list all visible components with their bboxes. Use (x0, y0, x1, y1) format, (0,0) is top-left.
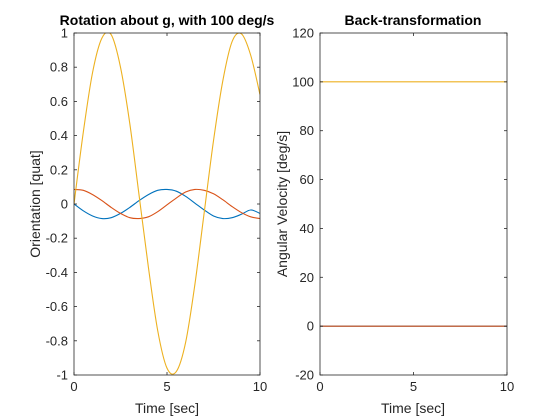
angular-velocity-x-axis-label: Time [sec] (381, 400, 445, 416)
orientation-x-tick-label: 0 (70, 379, 77, 394)
angular-velocity-x-tick-label: 5 (410, 379, 417, 394)
angular-velocity-y-tick-label: 60 (300, 172, 314, 187)
orientation-y-tick-label: 0.6 (50, 94, 68, 109)
orientation-series-line-2 (74, 188, 260, 220)
orientation-x-tick-label: 10 (253, 379, 267, 394)
orientation-y-tick-label: -1 (56, 368, 68, 383)
orientation-y-ticks: -1 -0.8 -0.6 -0.4 -0.2 0 0.2 0.4 0.6 0.8 1 (46, 26, 260, 383)
angular-velocity-y-tick-label: 80 (300, 123, 314, 138)
angular-velocity-y-tick-label: 100 (292, 74, 314, 89)
orientation-y-tick-label: 0.4 (50, 128, 68, 143)
angular-velocity-y-tick-label: 20 (300, 270, 314, 285)
angular-velocity-y-ticks: -20 0 20 40 60 80 100 120 (292, 26, 507, 383)
orientation-y-tick-label: -0.2 (46, 231, 68, 246)
orientation-y-tick-label: -0.4 (46, 265, 68, 280)
angular-velocity-x-ticks: 0 5 10 (316, 33, 514, 394)
angular-velocity-y-tick-label: 120 (292, 26, 314, 41)
orientation-series-layer (74, 33, 260, 375)
orientation-y-tick-label: 1 (61, 26, 68, 41)
angular-velocity-y-tick-label: 40 (300, 221, 314, 236)
orientation-x-ticks: 0 5 10 (70, 33, 267, 394)
orientation-series-line-3 (74, 33, 260, 375)
orientation-y-tick-label: 0.2 (50, 162, 68, 177)
orientation-y-tick-label: -0.6 (46, 299, 68, 314)
orientation-chart: Rotation about g, with 100 deg/s -1-0.8-… (27, 12, 275, 416)
orientation-y-axis-label: Orientation [quat] (27, 150, 43, 257)
orientation-y-tick-label: 0 (61, 197, 68, 212)
orientation-series-line-1 (74, 188, 260, 220)
orientation-y-tick-label: 0.8 (50, 60, 68, 75)
angular-velocity-y-axis-label: Angular Velocity [deg/s] (274, 131, 290, 277)
angular-velocity-y-tick-label: -20 (295, 368, 314, 383)
orientation-x-axis-label: Time [sec] (135, 400, 199, 416)
orientation-y-tick-label: -0.8 (46, 333, 68, 348)
orientation-chart-title: Rotation about g, with 100 deg/s (60, 12, 275, 28)
orientation-x-tick-label: 5 (163, 379, 170, 394)
angular-velocity-series-layer (320, 81, 507, 327)
angular-velocity-y-tick-label: 0 (307, 319, 314, 334)
angular-velocity-chart-title: Back-transformation (345, 12, 482, 28)
angular-velocity-x-tick-label: 0 (316, 379, 323, 394)
angular-velocity-x-tick-label: 10 (500, 379, 514, 394)
